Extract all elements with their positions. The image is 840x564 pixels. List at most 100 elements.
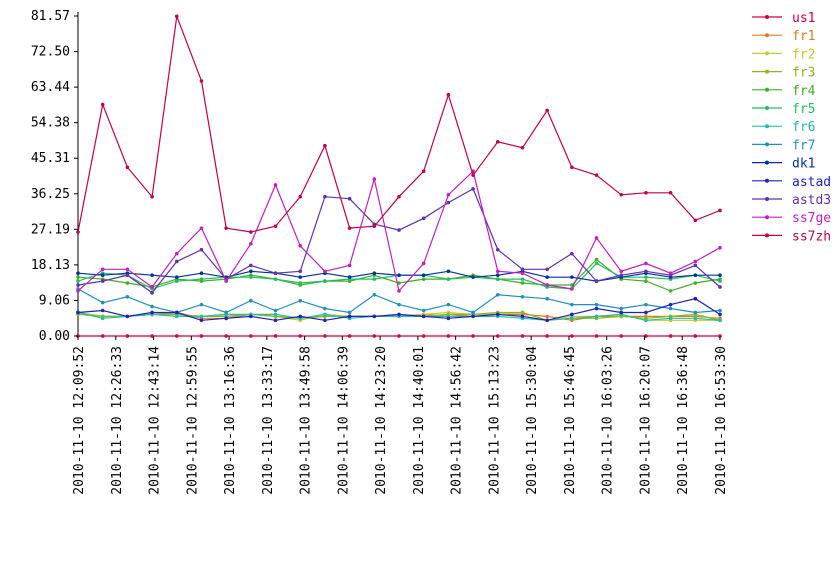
y-tick-label: 63.44 <box>31 80 70 95</box>
data-point <box>570 312 574 317</box>
data-point <box>298 314 303 319</box>
data-point <box>644 191 648 195</box>
data-point <box>495 269 500 274</box>
data-point <box>273 308 278 313</box>
data-point <box>644 261 648 266</box>
legend-swatch-marker <box>765 178 769 183</box>
data-point <box>495 312 500 317</box>
data-point <box>224 316 228 321</box>
data-point <box>421 169 426 174</box>
data-point <box>520 334 525 338</box>
data-point <box>545 314 549 319</box>
data-point <box>520 267 525 272</box>
series-line <box>77 16 721 233</box>
data-point <box>150 194 154 199</box>
legend-item-dk1: dk1 <box>752 157 815 172</box>
data-point <box>397 289 401 293</box>
data-point <box>421 308 426 313</box>
data-point <box>298 243 303 248</box>
data-point <box>199 334 204 338</box>
data-point <box>347 226 352 230</box>
data-point <box>397 273 401 277</box>
legend-label: us1 <box>792 11 815 26</box>
data-point <box>495 293 500 297</box>
data-point <box>76 275 80 279</box>
data-point <box>174 314 179 319</box>
y-tick-label: 9.06 <box>39 293 70 308</box>
x-tick-label: 2010-11-10 13:33:17 <box>261 346 276 495</box>
data-point <box>619 306 624 311</box>
legend-swatch-marker <box>765 233 769 238</box>
data-point <box>397 281 401 285</box>
x-tick-label: 2010-11-10 15:30:04 <box>525 346 540 495</box>
data-point <box>100 267 105 272</box>
legend-label: astad <box>792 175 831 190</box>
data-point <box>199 226 204 230</box>
data-point <box>446 200 451 205</box>
data-point <box>347 310 352 315</box>
data-point <box>397 312 401 317</box>
data-point <box>150 334 154 338</box>
data-point <box>298 298 303 303</box>
data-point <box>594 306 599 311</box>
data-point <box>619 273 624 277</box>
data-point <box>520 271 525 276</box>
data-point <box>125 165 130 170</box>
data-point <box>421 216 426 221</box>
legend-item-fr6: fr6 <box>752 120 815 135</box>
y-tick-label: 27.19 <box>31 222 70 237</box>
data-point <box>693 273 698 277</box>
data-point <box>421 277 426 281</box>
data-point <box>100 273 105 277</box>
data-point <box>273 183 278 187</box>
data-point <box>421 261 426 266</box>
data-point <box>495 334 500 338</box>
data-point <box>249 275 253 279</box>
data-point <box>693 218 698 223</box>
data-point <box>619 269 624 274</box>
data-point <box>150 285 154 289</box>
x-tick-label: 2010-11-10 13:49:58 <box>299 346 314 495</box>
data-point <box>323 269 327 274</box>
legend-swatch-marker <box>765 51 769 56</box>
data-point <box>174 251 179 256</box>
y-tick-label: 81.57 <box>31 9 70 24</box>
legend-swatch-marker <box>765 106 769 110</box>
legend-label: ss7ge <box>792 211 831 226</box>
data-point <box>718 245 722 250</box>
legend-item-fr5: fr5 <box>752 102 815 117</box>
data-point <box>76 289 80 293</box>
legend-item-fr4: fr4 <box>752 84 816 99</box>
data-point <box>570 334 574 338</box>
data-point <box>150 304 154 309</box>
data-point <box>224 226 228 230</box>
data-point <box>570 165 574 170</box>
legend-item-fr2: fr2 <box>752 47 815 62</box>
data-point <box>570 251 574 256</box>
data-point <box>668 334 673 338</box>
data-point <box>323 334 327 338</box>
data-point <box>520 145 525 150</box>
data-point <box>125 267 130 272</box>
data-point <box>249 242 253 246</box>
legend-label: fr7 <box>792 138 815 153</box>
data-point <box>495 273 500 277</box>
data-point <box>273 312 278 317</box>
data-point <box>718 208 722 213</box>
data-point <box>545 296 549 301</box>
data-point <box>298 194 303 199</box>
data-point <box>718 285 722 289</box>
data-point <box>693 310 698 315</box>
legend-item-fr1: fr1 <box>752 29 815 44</box>
y-tick-label: 72.50 <box>31 45 70 60</box>
data-point <box>100 279 105 283</box>
data-point <box>520 277 525 281</box>
data-point <box>644 269 648 274</box>
data-point <box>471 173 475 177</box>
data-point <box>495 140 500 144</box>
data-point <box>100 300 105 305</box>
data-point <box>495 277 500 281</box>
legend-swatch-marker <box>765 124 769 129</box>
legend-item-astd3: astd3 <box>752 193 831 208</box>
legend-swatch-marker <box>765 69 769 74</box>
